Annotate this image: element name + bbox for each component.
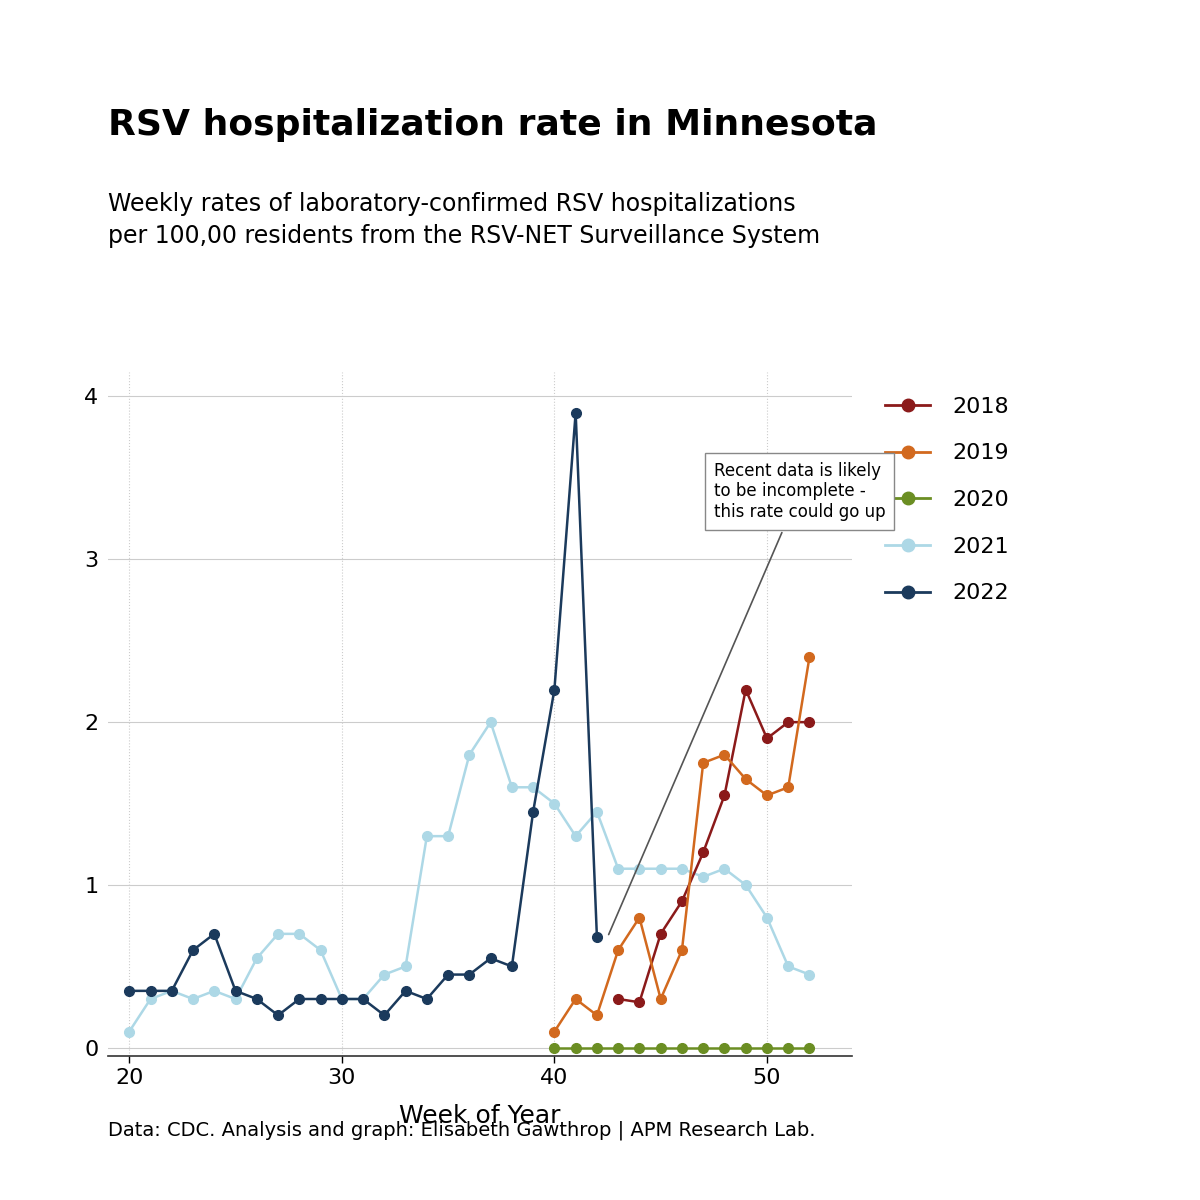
Legend: 2018, 2019, 2020, 2021, 2022: 2018, 2019, 2020, 2021, 2022 <box>886 397 1009 604</box>
Text: Recent data is likely
to be incomplete -
this rate could go up: Recent data is likely to be incomplete -… <box>608 462 886 935</box>
Text: Data: CDC. Analysis and graph: Elisabeth Gawthrop | APM Research Lab.: Data: CDC. Analysis and graph: Elisabeth… <box>108 1121 816 1140</box>
Text: RSV hospitalization rate in Minnesota: RSV hospitalization rate in Minnesota <box>108 108 877 142</box>
Text: Weekly rates of laboratory-confirmed RSV hospitalizations
per 100,00 residents f: Weekly rates of laboratory-confirmed RSV… <box>108 192 820 247</box>
X-axis label: Week of Year: Week of Year <box>400 1104 560 1128</box>
